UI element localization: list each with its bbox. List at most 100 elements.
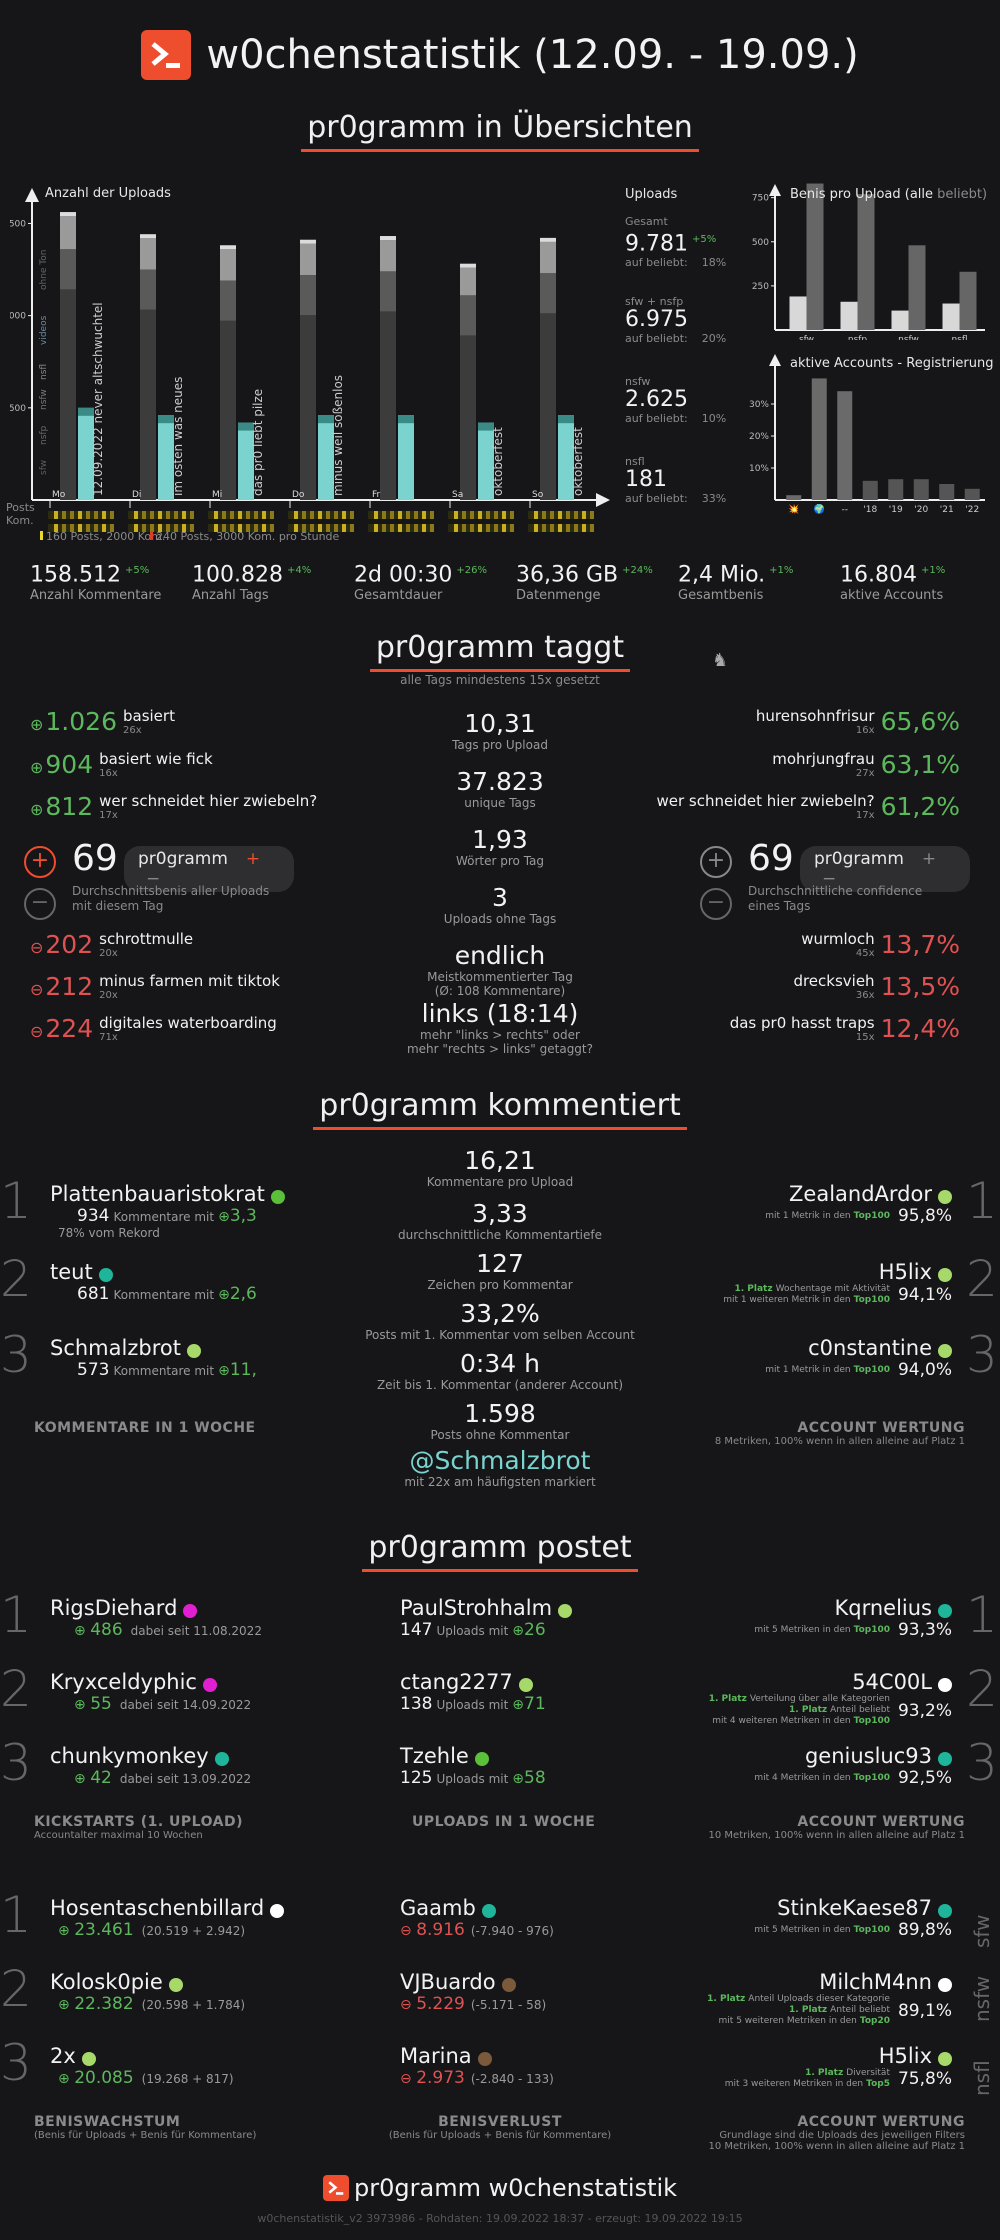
benis-loss-value: ⊖ 8.916: [400, 1920, 465, 1940]
tag-name: wer schneidet hier zwiebeln?: [656, 792, 875, 810]
heat-cell: [542, 524, 546, 532]
benis-grow-detail: (19.268 + 817): [141, 2072, 234, 2086]
avg-desc-line: mit diesem Tag: [72, 899, 164, 913]
upload-benis: ⊕58: [512, 1768, 545, 1788]
minus-circle-icon: ⊖: [400, 1997, 417, 2013]
heat-cell: [70, 511, 74, 519]
heat-cell: [350, 524, 354, 532]
account-metrics: 1. Platz Anteil Uploads dieser Kategorie 1…: [707, 1994, 890, 2027]
benis-grow-value: ⊕ 20.085: [58, 2068, 134, 2088]
benis-grow-stats: ⊕ 23.461 (20.519 + 2.942): [58, 1920, 390, 1940]
tag-count: 71x: [99, 1032, 118, 1043]
stat-value: 100.828: [192, 562, 283, 588]
heat-cell: [550, 524, 554, 532]
kickstart-row: Kryxceldyphic ⊕ 55 dabei seit 14.09.2022: [50, 1670, 390, 1714]
uploads-item-label: Gesamt: [625, 215, 668, 228]
metric-name: Anteil beliebt: [830, 2005, 890, 2015]
y-tick-label: 250: [752, 282, 769, 292]
bar-beliebt: [398, 415, 414, 500]
rank-number: 2: [966, 1250, 998, 1308]
avg-desc-line: eines Tags: [748, 899, 811, 913]
stat-label: Anzahl Tags: [192, 588, 269, 604]
tag-benis-value: ⊖224: [30, 1014, 93, 1043]
user-rank-dot: [938, 1977, 952, 1992]
uploads-chart-svg: 1500 1000 500 Mo 12.09.2022 never altschwuch…: [3, 188, 610, 532]
user-rank-dot: [938, 2051, 952, 2066]
kickstart-stats: ⊕ 42 dabei seit 13.09.2022: [74, 1768, 390, 1788]
bar: [862, 480, 878, 500]
commenter-stats: 934 Kommentare mit ⊕3,3: [77, 1206, 450, 1226]
rank-number: 1: [0, 1172, 32, 1230]
tag-info: schrottmulle 20x: [99, 930, 193, 959]
heat-cell: [510, 511, 514, 519]
stat-value-row: 2,4 Mio. +1%: [678, 558, 838, 588]
plus-circle-button[interactable]: +: [700, 846, 732, 878]
stat-value-row: 100.828 +4%: [192, 558, 352, 588]
account-rating-row: MilchM4nn 1. Platz Anteil Uploads dieser K…: [620, 1970, 952, 2027]
stat-label: Gesamtdauer: [354, 588, 443, 604]
minus-circle-button[interactable]: −: [24, 888, 56, 920]
plus-circle-button[interactable]: +: [24, 846, 56, 878]
y-tick-label: 10%: [749, 464, 769, 474]
tag-low-conf-row: das pr0 hasst traps 15x 12,4%: [560, 1014, 960, 1043]
top-badge: Top5: [866, 2079, 890, 2089]
uploads-item-pct: 10%: [701, 412, 727, 425]
tag-pill: pr0gramm + −: [800, 846, 970, 892]
accounts-chart-svg: 30% 20% 10% 💥 🌍 -- '18 '19 '20 '21 '22: [749, 354, 985, 515]
commenter-row: teut 681 Kommentare mit ⊕2,6: [50, 1260, 450, 1304]
upload-benis-value: 71: [524, 1694, 546, 1714]
x-tick-label: 🌍: [814, 503, 825, 515]
heat-cell: [334, 524, 338, 532]
heat-cell: [382, 511, 386, 519]
heat-cell: [158, 511, 162, 519]
tag-info: das pr0 hasst traps 15x: [730, 1014, 875, 1043]
bar: [939, 484, 955, 500]
place-badge: 1. Platz: [789, 1705, 828, 1715]
kickstart-footer: KICKSTARTS (1. UPLOAD) Accountalter maxim…: [34, 1814, 354, 1841]
comments-right-footer: ACCOUNT WERTUNG 8 Metriken, 100% wenn in …: [560, 1420, 965, 1447]
center-stat-value: 37.823: [456, 767, 544, 796]
bar-nsfp-part: [300, 275, 316, 316]
user-rank-dot: [501, 1977, 516, 1992]
bar: [891, 310, 909, 330]
rank-number: 3: [0, 1326, 32, 1384]
center-stat-value: 1.598: [464, 1399, 536, 1428]
footer-caption: BENISWACHSTUM: [34, 2114, 181, 2130]
account-name: MilchM4nn: [819, 1970, 932, 1994]
tag-name: basiert wie fick: [99, 750, 213, 768]
benis-chart-svg: 750 500 250 sfw nsfp nsfw nsfl: [752, 183, 985, 345]
benis-grow-stats: ⊕ 20.085 (19.268 + 817): [58, 2068, 390, 2088]
account-rating-row: geniusluc93 mit 4 Metriken in den Top100 92…: [620, 1744, 952, 1788]
tag-name: das pr0 hasst traps: [729, 1014, 875, 1032]
metric-text: mit 5 Metriken in den: [754, 1924, 851, 1935]
heat-cell: [454, 524, 458, 532]
legend-red: 240 Posts, 3000 Kom. pro Stunde: [150, 530, 339, 543]
uploader-row: ctang2277 138 Uploads mit ⊕71: [400, 1670, 640, 1714]
account-name: c0nstantine: [808, 1336, 932, 1360]
tag-benis-value: ⊕1.026: [30, 707, 117, 736]
heat-cell: [478, 511, 482, 519]
tag-name: basiert: [122, 707, 175, 725]
bar: [888, 479, 904, 500]
place-badge: 1. Platz: [734, 1284, 773, 1294]
metric-text: mit 5 weiteren Metriken in den: [718, 2016, 857, 2026]
heat-cell: [462, 511, 466, 519]
tag-low-conf-row: wurmloch 45x 13,7%: [560, 930, 960, 959]
series-label: nsfl: [39, 364, 49, 380]
heat-cell: [222, 511, 226, 519]
tag-info: mohrjungfrau 27x: [772, 750, 874, 779]
footer-caption-sub: (Benis für Uploads + Benis für Kommentar…: [388, 2130, 612, 2141]
bar-nsfw-part: [380, 240, 396, 272]
tag-conf-value: 65,6%: [880, 707, 960, 736]
bar: [837, 391, 853, 500]
avg-benis: ⊕3,3: [218, 1206, 257, 1226]
benis-grow-footer: BENISWACHSTUM (Benis für Uploads + Benis …: [34, 2114, 354, 2141]
day-annotation: minus weil soßenlos: [331, 375, 345, 496]
heat-cell: [470, 511, 474, 519]
metric-text: mit 5 Metriken in den: [754, 1624, 851, 1635]
user-rank-dot: [186, 1343, 201, 1358]
bar-nsfw-part: [460, 267, 476, 296]
uploads-item-value-row: 2.625: [625, 388, 735, 412]
minus-circle-button[interactable]: −: [700, 888, 732, 920]
plus-circle-icon: ⊕: [58, 1997, 75, 2013]
